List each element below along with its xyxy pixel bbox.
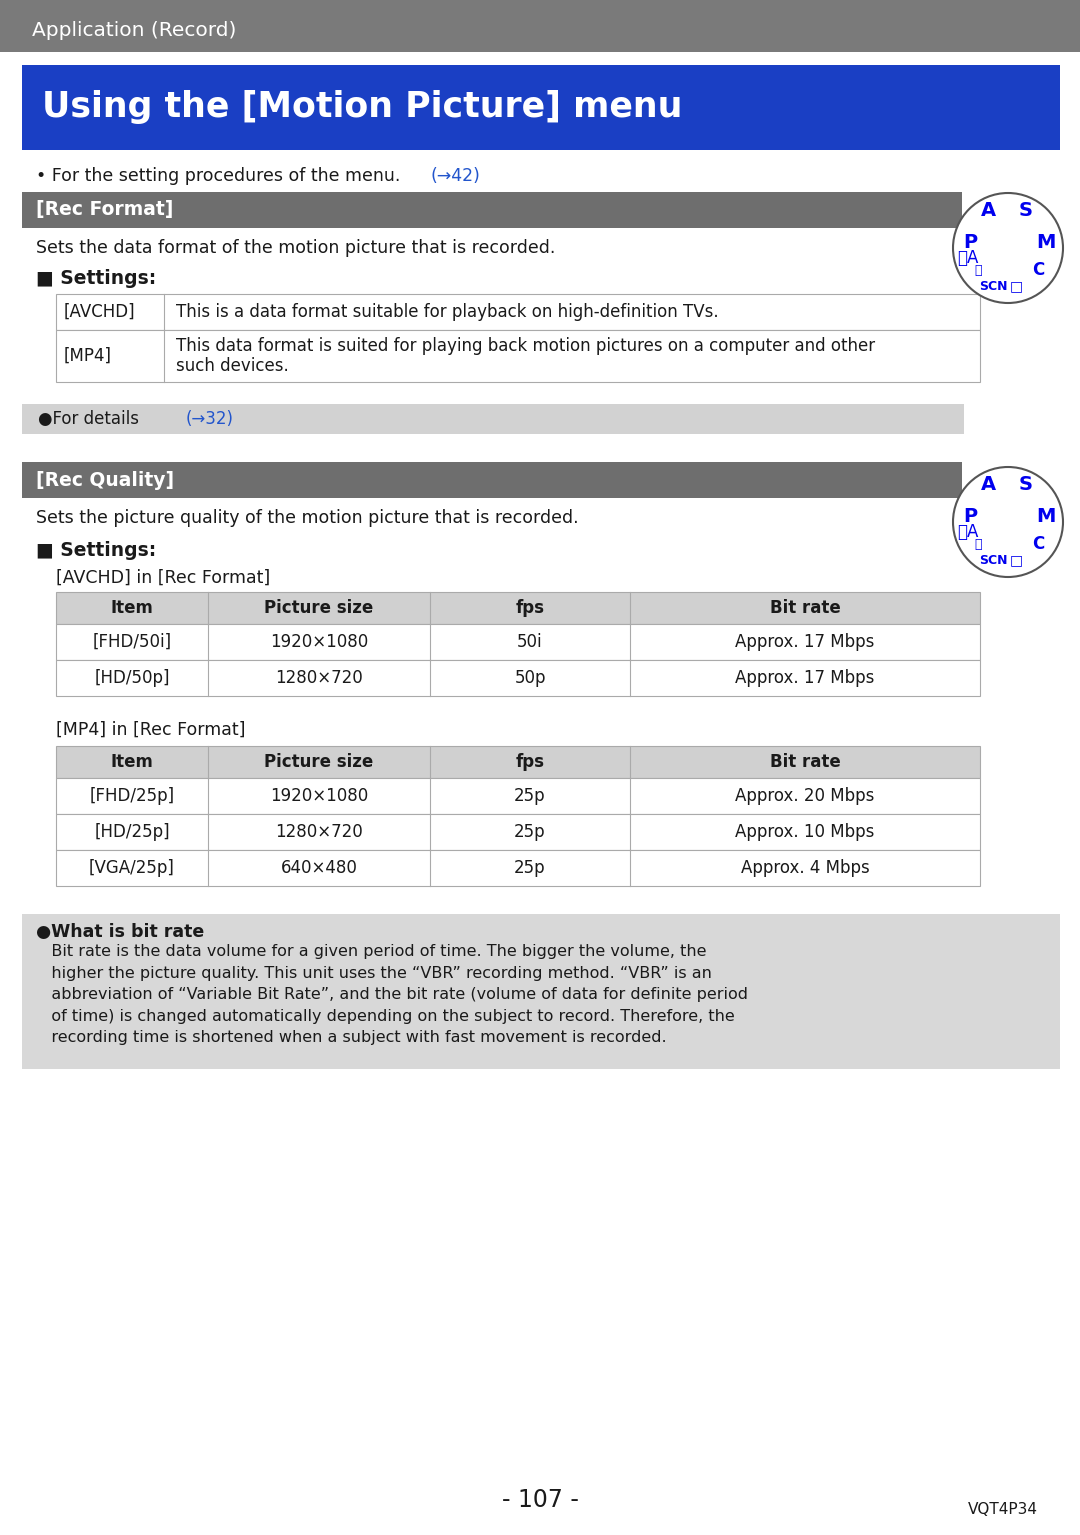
Text: Bit rate is the data volume for a given period of time. The bigger the volume, t: Bit rate is the data volume for a given … [36, 944, 748, 1045]
Text: [FHD/25p]: [FHD/25p] [90, 787, 175, 804]
Text: ⛷: ⛷ [974, 537, 982, 551]
Bar [56, 330, 980, 382]
Text: [AVCHD]: [AVCHD] [64, 302, 136, 321]
Text: □: □ [1010, 553, 1023, 566]
Text: fps: fps [515, 754, 544, 771]
Text: • For the setting procedures of the menu.: • For the setting procedures of the menu… [36, 167, 406, 186]
Text: 25p: 25p [514, 823, 545, 841]
Text: C: C [1031, 536, 1044, 553]
Circle shape [953, 193, 1063, 302]
Text: ■ Settings:: ■ Settings: [36, 540, 157, 559]
Text: Picture size: Picture size [265, 754, 374, 771]
Text: ●What is bit rate: ●What is bit rate [36, 923, 204, 941]
Text: fps: fps [515, 599, 544, 617]
Text: (→32): (→32) [186, 410, 234, 428]
Text: 25p: 25p [514, 787, 545, 804]
Text: (→42): (→42) [430, 167, 480, 186]
Text: [MP4]: [MP4] [64, 347, 112, 365]
Text: Item: Item [110, 754, 153, 771]
Text: This is a data format suitable for playback on high-definition TVs.: This is a data format suitable for playb… [176, 302, 718, 321]
Bar [56, 593, 980, 625]
Text: ■ Settings:: ■ Settings: [36, 269, 157, 287]
Bar [0, 0, 1080, 52]
Circle shape [953, 467, 1063, 577]
Text: Using the [Motion Picture] menu: Using the [Motion Picture] menu [42, 91, 683, 124]
Text: 25p: 25p [514, 860, 545, 876]
Text: [FHD/50i]: [FHD/50i] [93, 632, 172, 651]
Text: A: A [981, 201, 996, 220]
Text: 1920×1080: 1920×1080 [270, 787, 368, 804]
Text: 50p: 50p [514, 669, 545, 688]
Text: This data format is suited for playing back motion pictures on a computer and ot: This data format is suited for playing b… [176, 336, 875, 376]
Text: 1280×720: 1280×720 [275, 669, 363, 688]
Bar [22, 404, 964, 434]
Text: ⛷: ⛷ [974, 264, 982, 276]
Text: S: S [1020, 201, 1032, 220]
Text: [HD/25p]: [HD/25p] [94, 823, 170, 841]
Text: 50i: 50i [517, 632, 543, 651]
Bar [22, 64, 1059, 150]
Text: A: A [981, 474, 996, 493]
Text: Approx. 17 Mbps: Approx. 17 Mbps [735, 669, 875, 688]
Text: 1280×720: 1280×720 [275, 823, 363, 841]
Bar [56, 295, 980, 330]
Text: 640×480: 640×480 [281, 860, 357, 876]
Text: M: M [1037, 508, 1055, 527]
Bar [22, 913, 1059, 1068]
Text: C: C [1031, 261, 1044, 279]
Text: - 107 -: - 107 - [501, 1487, 579, 1512]
Text: ⓘA: ⓘA [957, 523, 978, 540]
Text: Approx. 17 Mbps: Approx. 17 Mbps [735, 632, 875, 651]
Text: M: M [1037, 233, 1055, 252]
Text: SCN: SCN [978, 554, 1008, 566]
Text: [Rec Format]: [Rec Format] [36, 201, 174, 220]
Text: Bit rate: Bit rate [770, 599, 840, 617]
Bar [56, 625, 980, 660]
Text: VQT4P34: VQT4P34 [968, 1503, 1038, 1518]
Text: Sets the picture quality of the motion picture that is recorded.: Sets the picture quality of the motion p… [36, 510, 579, 527]
Text: □: □ [1010, 279, 1023, 293]
Bar [56, 660, 980, 695]
Text: [MP4] in [Rec Format]: [MP4] in [Rec Format] [56, 721, 245, 738]
Text: ⓘA: ⓘA [957, 249, 978, 267]
Bar [22, 192, 962, 229]
Text: [HD/50p]: [HD/50p] [94, 669, 170, 688]
Text: SCN: SCN [978, 279, 1008, 293]
Text: Sets the data format of the motion picture that is recorded.: Sets the data format of the motion pictu… [36, 239, 555, 256]
Bar [56, 746, 980, 778]
Text: Item: Item [110, 599, 153, 617]
Bar [22, 462, 962, 497]
Text: Application (Record): Application (Record) [32, 20, 237, 40]
Text: [AVCHD] in [Rec Format]: [AVCHD] in [Rec Format] [56, 569, 270, 586]
Text: S: S [1020, 474, 1032, 493]
Bar [56, 814, 980, 850]
Text: 1920×1080: 1920×1080 [270, 632, 368, 651]
Text: P: P [963, 508, 977, 527]
Text: [VGA/25p]: [VGA/25p] [89, 860, 175, 876]
Text: ●For details: ●For details [38, 410, 145, 428]
Text: Approx. 10 Mbps: Approx. 10 Mbps [735, 823, 875, 841]
Text: Picture size: Picture size [265, 599, 374, 617]
Bar [56, 850, 980, 886]
Text: [Rec Quality]: [Rec Quality] [36, 471, 174, 490]
Text: P: P [963, 233, 977, 252]
Text: Approx. 4 Mbps: Approx. 4 Mbps [741, 860, 869, 876]
Bar [56, 778, 980, 814]
Text: Bit rate: Bit rate [770, 754, 840, 771]
Text: Approx. 20 Mbps: Approx. 20 Mbps [735, 787, 875, 804]
